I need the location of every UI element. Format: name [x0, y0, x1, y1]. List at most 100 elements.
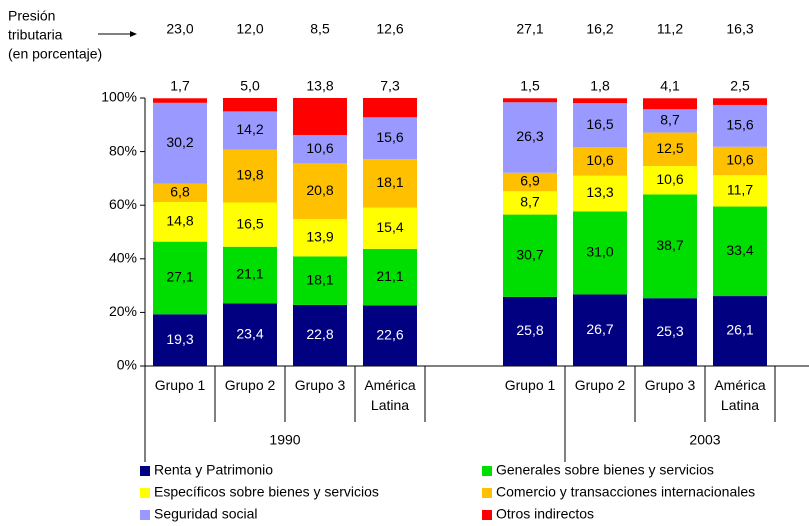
group-label: 1990 — [269, 432, 300, 448]
bar-segment — [573, 103, 627, 148]
value-label: 26,3 — [516, 128, 543, 144]
value-label: 26,1 — [726, 322, 753, 338]
value-label: 30,2 — [166, 134, 193, 150]
bar-segment — [223, 303, 277, 366]
legend-label: Renta y Patrimonio — [154, 462, 273, 478]
value-label: 19,3 — [166, 331, 193, 347]
bar-segment — [573, 211, 627, 295]
bar-segment — [153, 102, 207, 184]
bar-segment — [293, 98, 347, 135]
value-label: 15,4 — [376, 219, 403, 235]
bar-segment — [293, 256, 347, 305]
value-label: 4,1 — [660, 78, 680, 94]
legend-swatch — [482, 466, 492, 476]
pressure-label: Presión — [8, 8, 55, 24]
bar-segment — [363, 248, 417, 306]
pressure-value: 12,0 — [236, 21, 263, 37]
x-tick-label: América Latina — [364, 377, 416, 413]
bar-segment — [503, 214, 557, 297]
value-label: 33,4 — [726, 242, 753, 258]
value-label: 22,8 — [306, 326, 333, 342]
legend-label: Generales sobre bienes y servicios — [496, 462, 714, 478]
bar-segment — [503, 296, 557, 366]
x-tick-label: Grupo 2 — [574, 377, 626, 393]
bar-segment — [713, 146, 767, 176]
bar-segment — [643, 166, 697, 195]
value-label: 6,8 — [170, 184, 190, 200]
value-label: 11,7 — [727, 182, 753, 198]
pressure-value: 12,6 — [376, 21, 403, 37]
value-label: 13,3 — [586, 184, 613, 200]
y-tick-label: 80% — [109, 142, 137, 158]
bar-segment — [363, 305, 417, 366]
value-label: 13,8 — [306, 78, 333, 94]
bar-segment — [293, 134, 347, 164]
value-label: 22,6 — [376, 326, 403, 342]
bar-segment — [713, 104, 767, 147]
value-label: 7,3 — [380, 78, 400, 94]
value-label: 14,2 — [236, 121, 263, 137]
bar-segment — [503, 191, 557, 215]
value-label: 1,5 — [520, 78, 540, 94]
value-label: 12,5 — [656, 140, 683, 156]
bar-segment — [503, 172, 557, 192]
bar-segment — [573, 147, 627, 176]
y-tick-label: 40% — [109, 250, 137, 266]
y-tick-label: 20% — [109, 303, 137, 319]
y-tick-label: 0% — [117, 357, 137, 373]
legend-label: Comercio y transacciones internacionales — [496, 484, 755, 500]
pressure-value: 16,2 — [586, 21, 613, 37]
value-label: 8,7 — [520, 194, 540, 210]
bar-segment — [573, 175, 627, 212]
value-label: 8,7 — [660, 112, 680, 128]
value-label: 1,7 — [170, 78, 190, 94]
bar-segment — [223, 246, 277, 304]
value-label: 6,9 — [520, 173, 540, 189]
value-label: 27,1 — [166, 269, 193, 285]
bar-segment — [713, 296, 767, 366]
pressure-label: tributaria — [8, 27, 63, 43]
value-label: 15,6 — [726, 117, 753, 133]
value-label: 23,4 — [236, 325, 263, 341]
pressure-value: 27,1 — [516, 21, 543, 37]
bar-segment — [643, 132, 697, 167]
pressure-value: 8,5 — [310, 21, 330, 37]
value-label: 1,8 — [590, 78, 610, 94]
arrow-head — [130, 31, 137, 37]
bar-segment — [153, 314, 207, 366]
bar-segment — [223, 202, 277, 247]
bar-segment — [223, 98, 277, 112]
value-label: 38,7 — [656, 237, 683, 253]
bar-segment — [713, 206, 767, 297]
value-label: 19,8 — [236, 167, 263, 183]
bar-segment — [363, 159, 417, 208]
value-label: 14,8 — [166, 213, 193, 229]
value-label: 10,6 — [586, 152, 613, 168]
value-label: 18,1 — [376, 174, 403, 190]
x-tick-label: Grupo 1 — [154, 377, 206, 393]
bar-segment — [573, 98, 627, 104]
bar-segment — [713, 98, 767, 105]
pressure-value: 16,3 — [726, 21, 753, 37]
y-tick-label: 100% — [101, 89, 137, 105]
x-tick-label: Grupo 1 — [504, 377, 556, 393]
value-label: 10,6 — [656, 171, 683, 187]
legend-swatch — [140, 510, 150, 520]
value-label: 16,5 — [586, 116, 613, 132]
bar-segment — [713, 175, 767, 207]
pressure-value: 23,0 — [166, 21, 193, 37]
value-label: 25,3 — [656, 323, 683, 339]
bar-segment — [643, 98, 697, 110]
value-label: 10,6 — [306, 140, 333, 156]
legend-swatch — [140, 466, 150, 476]
value-label: 21,1 — [376, 268, 403, 284]
x-tick-label: Grupo 3 — [294, 377, 346, 393]
legend-label: Otros indirectos — [496, 506, 594, 522]
value-label: 26,7 — [586, 321, 613, 337]
pressure-label: (en porcentaje) — [8, 46, 102, 62]
bar-segment — [363, 117, 417, 160]
value-label: 13,9 — [306, 228, 333, 244]
bar-segment — [153, 201, 207, 242]
